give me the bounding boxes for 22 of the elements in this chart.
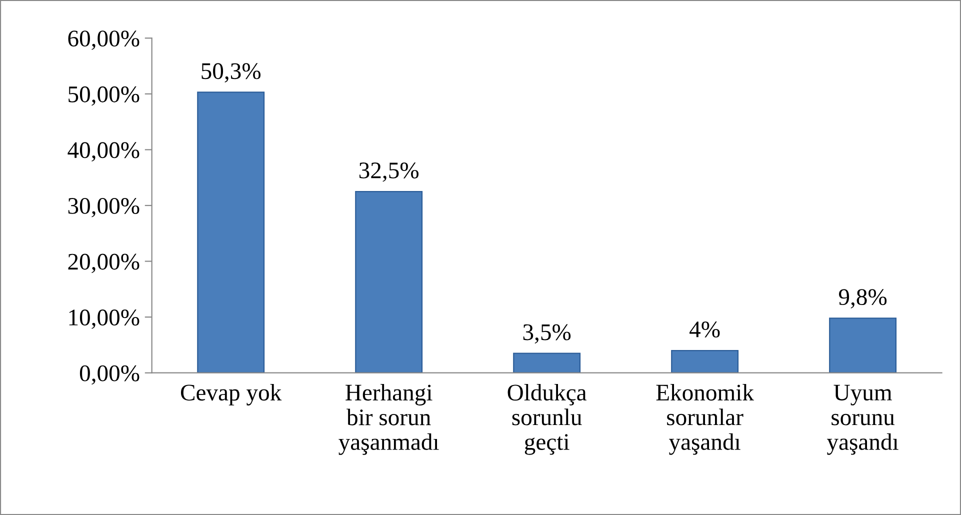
x-tick-label: Herhangi bir sorun yaşanmadı bbox=[338, 384, 439, 455]
y-tick-label: 0,00% bbox=[80, 365, 140, 385]
y-tick-label: 20,00% bbox=[68, 254, 140, 274]
bar bbox=[513, 352, 581, 373]
x-tick-label: Ekonomik sorunlar yaşandı bbox=[656, 384, 754, 455]
data-label: 3,5% bbox=[523, 324, 571, 344]
y-tick-label: 60,00% bbox=[68, 30, 140, 50]
x-tick-label: Cevap yok bbox=[180, 384, 282, 406]
x-tick-label: Oldukça sorunlu geçti bbox=[508, 384, 586, 455]
bar bbox=[197, 92, 265, 373]
x-tick-label: Uyum sorunu yaşandı bbox=[827, 384, 898, 455]
bar bbox=[355, 190, 423, 373]
data-label: 50,3% bbox=[202, 63, 261, 82]
y-tick-label: 40,00% bbox=[68, 142, 140, 162]
bar bbox=[671, 350, 739, 373]
y-tick-label: 50,00% bbox=[68, 86, 140, 106]
bar bbox=[829, 318, 897, 373]
data-label: 32,5% bbox=[359, 162, 419, 182]
data-label: 9,8% bbox=[838, 289, 887, 308]
y-tick-label: 10,00% bbox=[69, 310, 140, 329]
data-label: 4% bbox=[690, 321, 720, 338]
y-tick-label: 30,00% bbox=[68, 198, 140, 218]
